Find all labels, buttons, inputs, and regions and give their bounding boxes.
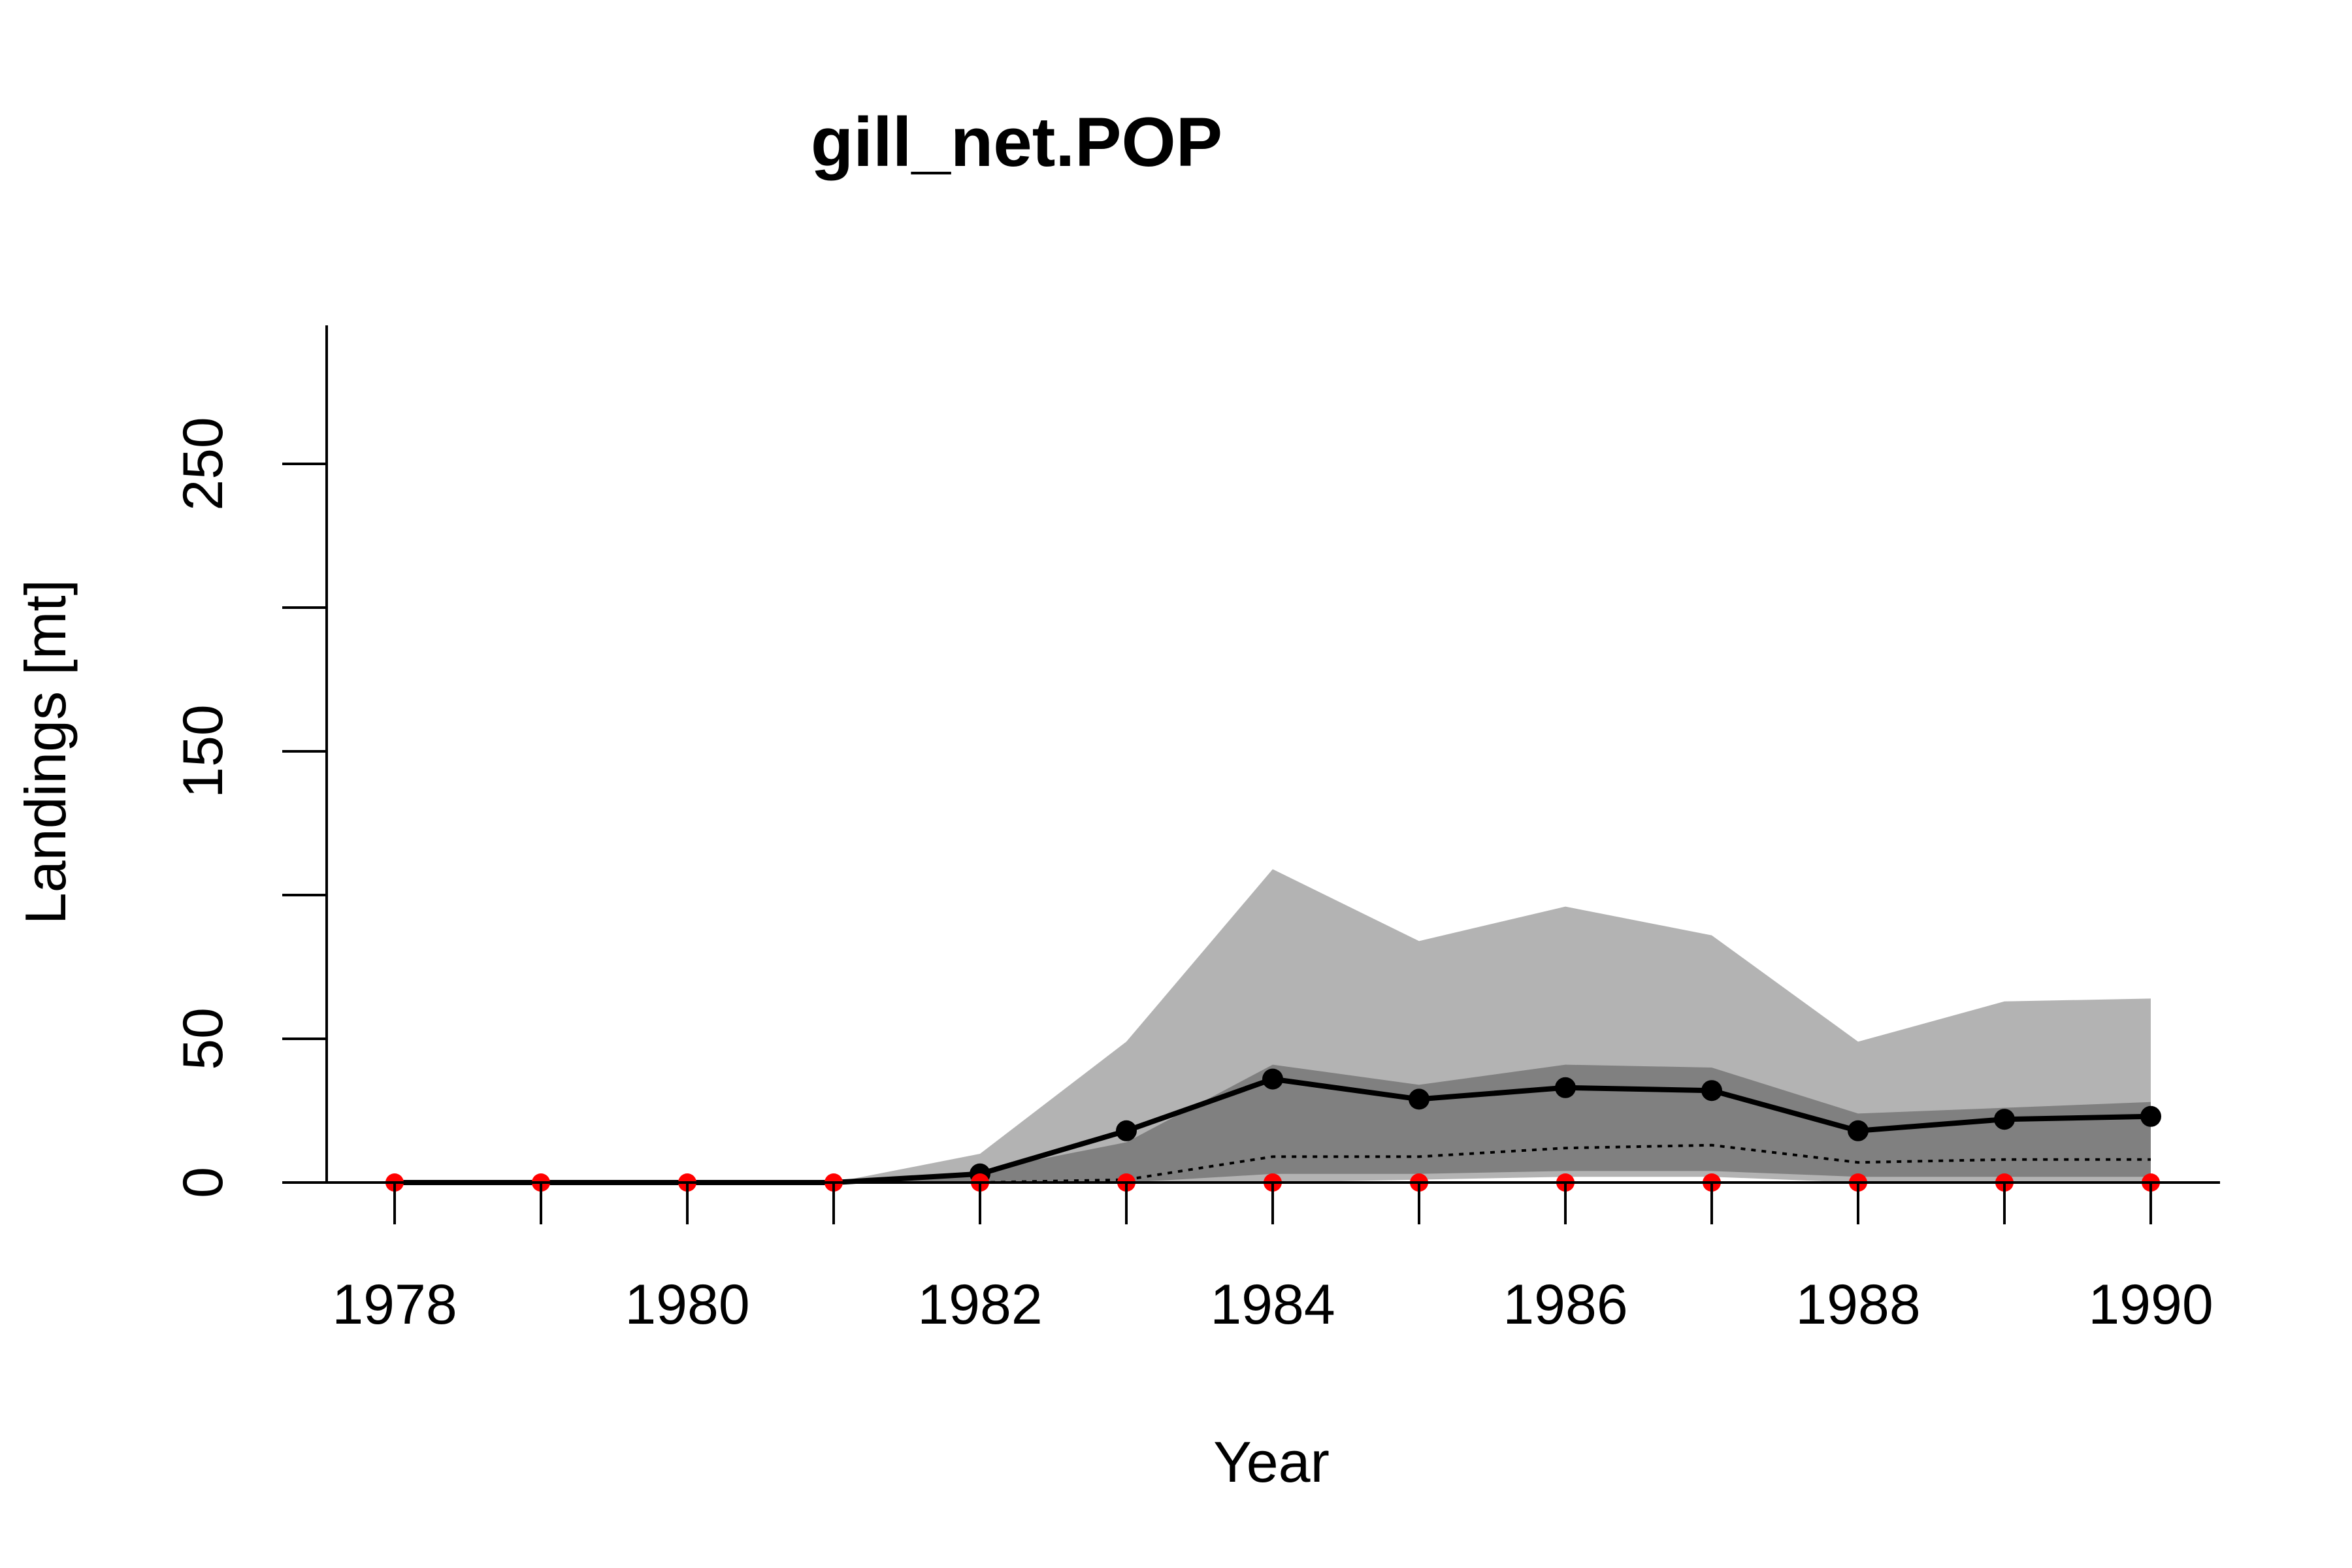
x-tick-label: 1988 — [1795, 1273, 1920, 1336]
x-tick-label: 1986 — [1503, 1273, 1627, 1336]
axes: 1978 1980 1982 1984 1986 1988 1990 0 50 150 250 — [172, 325, 2220, 1336]
mean-point — [1116, 1120, 1137, 1141]
mean-point — [1262, 1068, 1283, 1090]
mean-point — [1994, 1109, 2015, 1130]
x-tick-label: 1984 — [1210, 1273, 1335, 1336]
y-tick-label: 0 — [172, 1167, 235, 1198]
chart-title: gill_net.POP — [811, 103, 1222, 181]
mean-point — [1409, 1088, 1429, 1110]
x-tick-label: 1982 — [917, 1273, 1042, 1336]
x-tick-label: 1980 — [625, 1273, 749, 1336]
mean-point — [2140, 1105, 2161, 1127]
y-axis-label: Landings [mt] — [13, 580, 78, 924]
mean-point — [1848, 1120, 1869, 1141]
x-axis-label: Year — [1213, 1429, 1330, 1494]
y-tick-label: 250 — [172, 417, 235, 511]
y-tick-label: 50 — [172, 1007, 235, 1070]
mean-point — [1701, 1080, 1722, 1102]
mean-point — [1555, 1077, 1576, 1098]
x-tick-label: 1990 — [2088, 1273, 2213, 1336]
y-tick-label: 150 — [172, 704, 235, 798]
x-tick-label: 1978 — [332, 1273, 457, 1336]
